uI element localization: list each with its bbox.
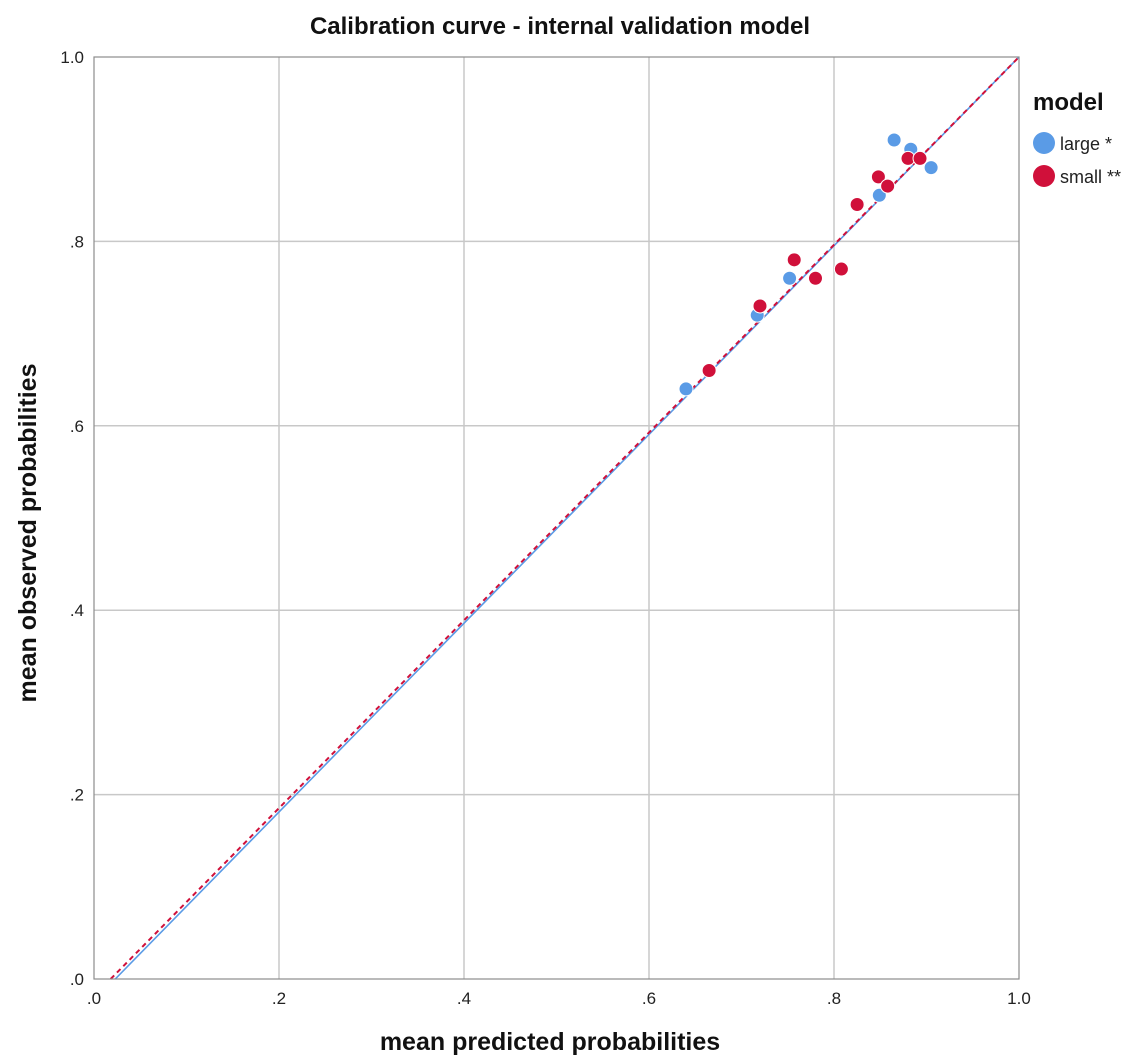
point-large bbox=[678, 381, 694, 397]
y-tick-label: .2 bbox=[70, 786, 84, 805]
point-small bbox=[849, 197, 865, 213]
y-tick-label: .4 bbox=[70, 601, 84, 620]
y-tick-label: 1.0 bbox=[60, 48, 84, 67]
plot-frame bbox=[93, 56, 1020, 980]
x-tick-label: .8 bbox=[827, 989, 841, 1008]
legend-label-large: large * bbox=[1060, 134, 1112, 154]
plot-area bbox=[94, 57, 1019, 979]
x-tick-label: .4 bbox=[457, 989, 471, 1008]
legend: model large * small ** bbox=[1033, 89, 1121, 187]
point-small bbox=[752, 298, 768, 314]
data-points bbox=[678, 132, 939, 397]
point-small bbox=[701, 362, 717, 378]
legend-title: model bbox=[1033, 89, 1104, 116]
x-tick-label: .2 bbox=[272, 989, 286, 1008]
point-small bbox=[912, 150, 928, 166]
y-tick-label: .6 bbox=[70, 417, 84, 436]
y-tick-label: .8 bbox=[70, 232, 84, 251]
y-axis-title: mean observed probabilities bbox=[14, 364, 42, 703]
point-large bbox=[782, 270, 798, 286]
x-axis-title: mean predicted probabilities bbox=[380, 1028, 720, 1056]
tick-labels: .0 .2 .4 .6 .8 1.0 .0 .2 .4 .6 .8 1.0 bbox=[60, 48, 1030, 1008]
point-small bbox=[880, 178, 896, 194]
point-large bbox=[923, 160, 939, 176]
grid bbox=[94, 57, 1019, 979]
point-small bbox=[833, 261, 849, 277]
legend-label-small: small ** bbox=[1060, 167, 1121, 187]
x-tick-label: .0 bbox=[87, 989, 101, 1008]
legend-marker-large bbox=[1033, 132, 1055, 154]
y-tick-label: .0 bbox=[70, 970, 84, 989]
fit-line-large bbox=[114, 56, 1020, 980]
point-large bbox=[886, 132, 902, 148]
x-tick-label: 1.0 bbox=[1007, 989, 1031, 1008]
point-small bbox=[870, 169, 886, 185]
point-small bbox=[808, 270, 823, 286]
chart-title: Calibration curve - internal validation … bbox=[310, 13, 810, 40]
point-small bbox=[786, 252, 802, 268]
legend-marker-small bbox=[1033, 165, 1055, 187]
x-tick-label: .6 bbox=[642, 989, 656, 1008]
fit-lines bbox=[109, 56, 1020, 980]
